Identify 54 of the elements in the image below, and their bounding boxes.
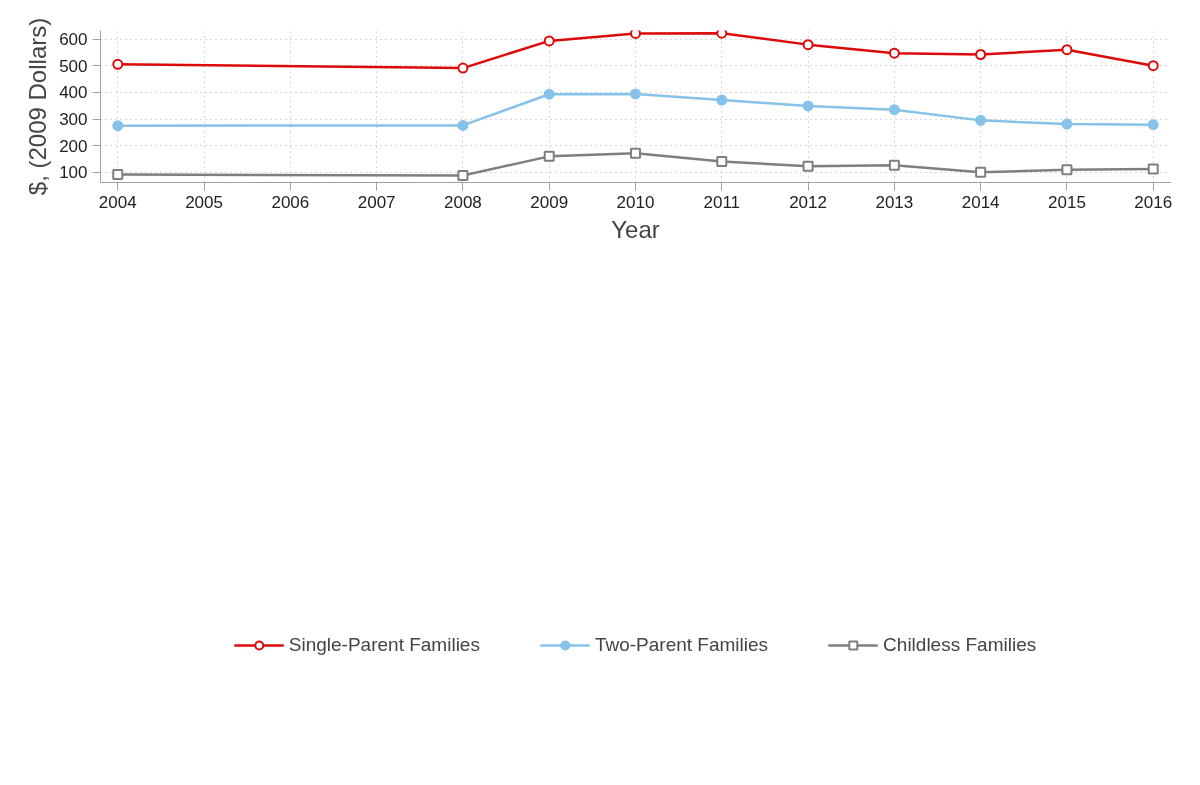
x-tick-label: 2014	[961, 192, 1000, 212]
x-tick-label: 2008	[444, 192, 482, 212]
point	[716, 94, 728, 106]
point	[112, 120, 124, 132]
point	[802, 100, 814, 112]
point	[457, 170, 469, 182]
point	[975, 114, 987, 126]
x-axis-title: Year	[611, 215, 660, 243]
point	[716, 155, 728, 167]
point	[888, 47, 900, 59]
point	[1061, 44, 1073, 56]
point	[630, 147, 641, 159]
y-tick-label: 300	[59, 110, 88, 130]
point	[888, 159, 900, 171]
point	[1147, 60, 1159, 72]
y-tick-label: 100	[59, 163, 88, 183]
point	[802, 160, 814, 172]
y-tick-label: 200	[59, 136, 88, 156]
x-tick-label: 2004	[98, 192, 137, 212]
x-tick-label: 2015	[1048, 192, 1086, 212]
point	[888, 104, 900, 116]
y-axis-title: $, (2009 Dollars)	[24, 17, 52, 196]
x-tick-label: 2013	[875, 192, 914, 212]
point	[112, 169, 124, 180]
point	[1147, 119, 1159, 131]
x-tick-label: 2012	[789, 192, 827, 212]
legend-label: Single-Parent Families	[288, 633, 480, 656]
y-tick-label: 600	[59, 30, 88, 50]
point	[975, 166, 987, 178]
y-tick-label: 400	[59, 83, 88, 103]
x-tick-label: 2016	[1134, 192, 1173, 212]
x-tick-label: 2010	[616, 192, 655, 212]
point	[630, 88, 641, 100]
point	[975, 49, 987, 60]
point	[630, 30, 641, 39]
legend-label: Childless Families	[883, 633, 1037, 656]
y-tick-label: 500	[59, 56, 88, 76]
legend-label: Two-Parent Families	[594, 633, 769, 656]
x-tick-label: 2009	[530, 192, 569, 212]
point	[802, 39, 814, 51]
point	[1061, 164, 1073, 176]
x-tick-label: 2005	[185, 192, 223, 212]
point	[457, 119, 469, 131]
x-tick-label: 2011	[703, 192, 741, 212]
point	[1061, 118, 1073, 130]
point	[112, 58, 124, 70]
point	[543, 35, 555, 47]
x-tick-label: 2007	[357, 192, 396, 212]
point	[543, 150, 555, 162]
x-tick-label: 2006	[271, 192, 310, 212]
point	[457, 62, 469, 74]
point	[1147, 163, 1159, 175]
point	[716, 30, 728, 39]
point	[543, 88, 555, 100]
